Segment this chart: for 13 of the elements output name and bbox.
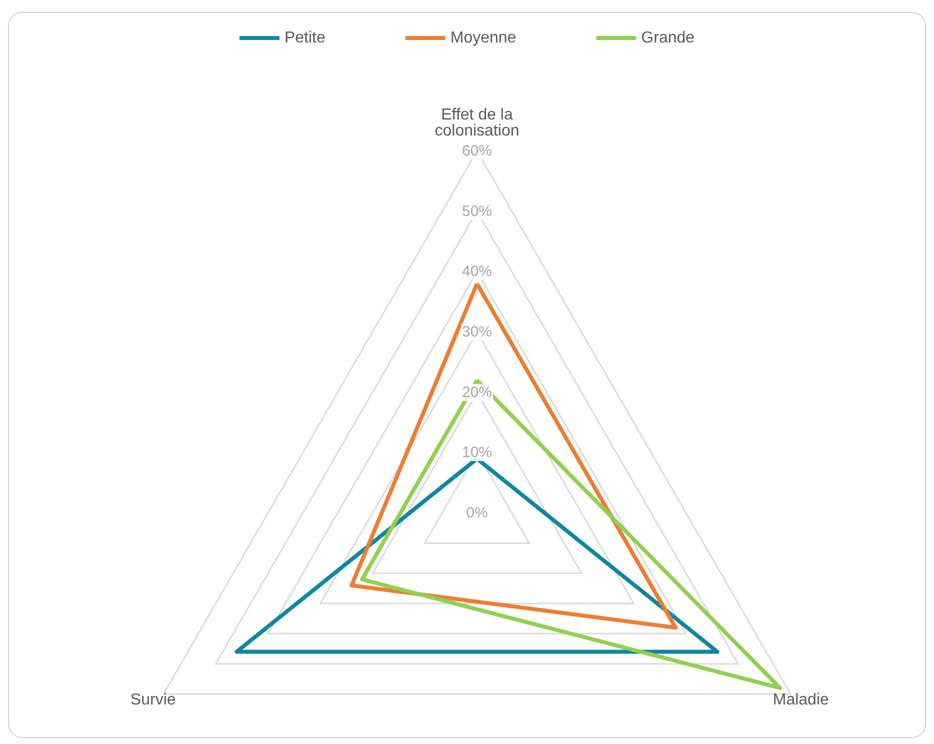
y-tick-label: 20% xyxy=(462,384,492,401)
legend-label: Moyenne xyxy=(450,30,516,46)
spoke-label: Survie xyxy=(130,692,176,708)
spoke-label: Effet de la colonisation xyxy=(434,106,520,140)
y-tick-label: 10% xyxy=(462,444,492,462)
y-tick-label: 30% xyxy=(462,324,492,340)
legend-label: Grande xyxy=(641,30,695,46)
legend-label: Petite xyxy=(284,30,326,46)
y-tick-label: 50% xyxy=(462,202,492,220)
y-tick-label: 60% xyxy=(462,142,492,160)
y-tick-label: 0% xyxy=(466,504,488,522)
y-tick-label: 40% xyxy=(462,263,492,280)
spoke-label: Maladie xyxy=(772,692,830,708)
